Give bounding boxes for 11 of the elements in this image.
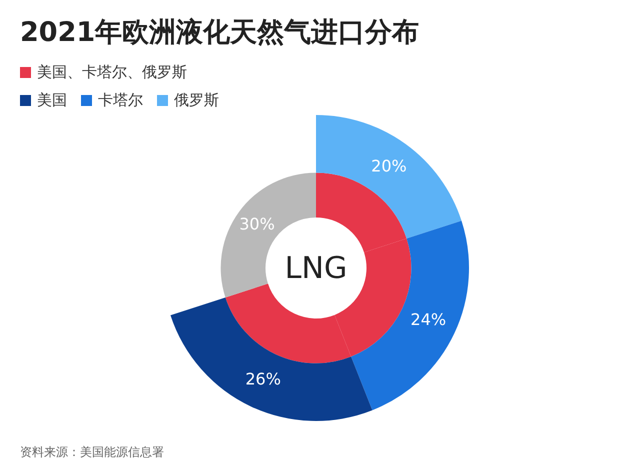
data-label: 26% [245, 369, 281, 388]
legend-label: 卡塔尔 [98, 90, 143, 110]
data-label: 30% [239, 214, 275, 234]
chart-title: 2021年欧洲液化天然气进口分布 [20, 16, 420, 50]
text: 资料来源：美国能源信息署 [20, 444, 164, 461]
text: LNG [284, 250, 348, 286]
legend-label: 俄罗斯 [174, 90, 219, 110]
data-label: 20% [371, 156, 407, 176]
legend-label: 美国 [37, 90, 67, 110]
data-label: 24% [410, 310, 446, 330]
legend-label: 美国、卡塔尔、俄罗斯 [37, 62, 187, 82]
